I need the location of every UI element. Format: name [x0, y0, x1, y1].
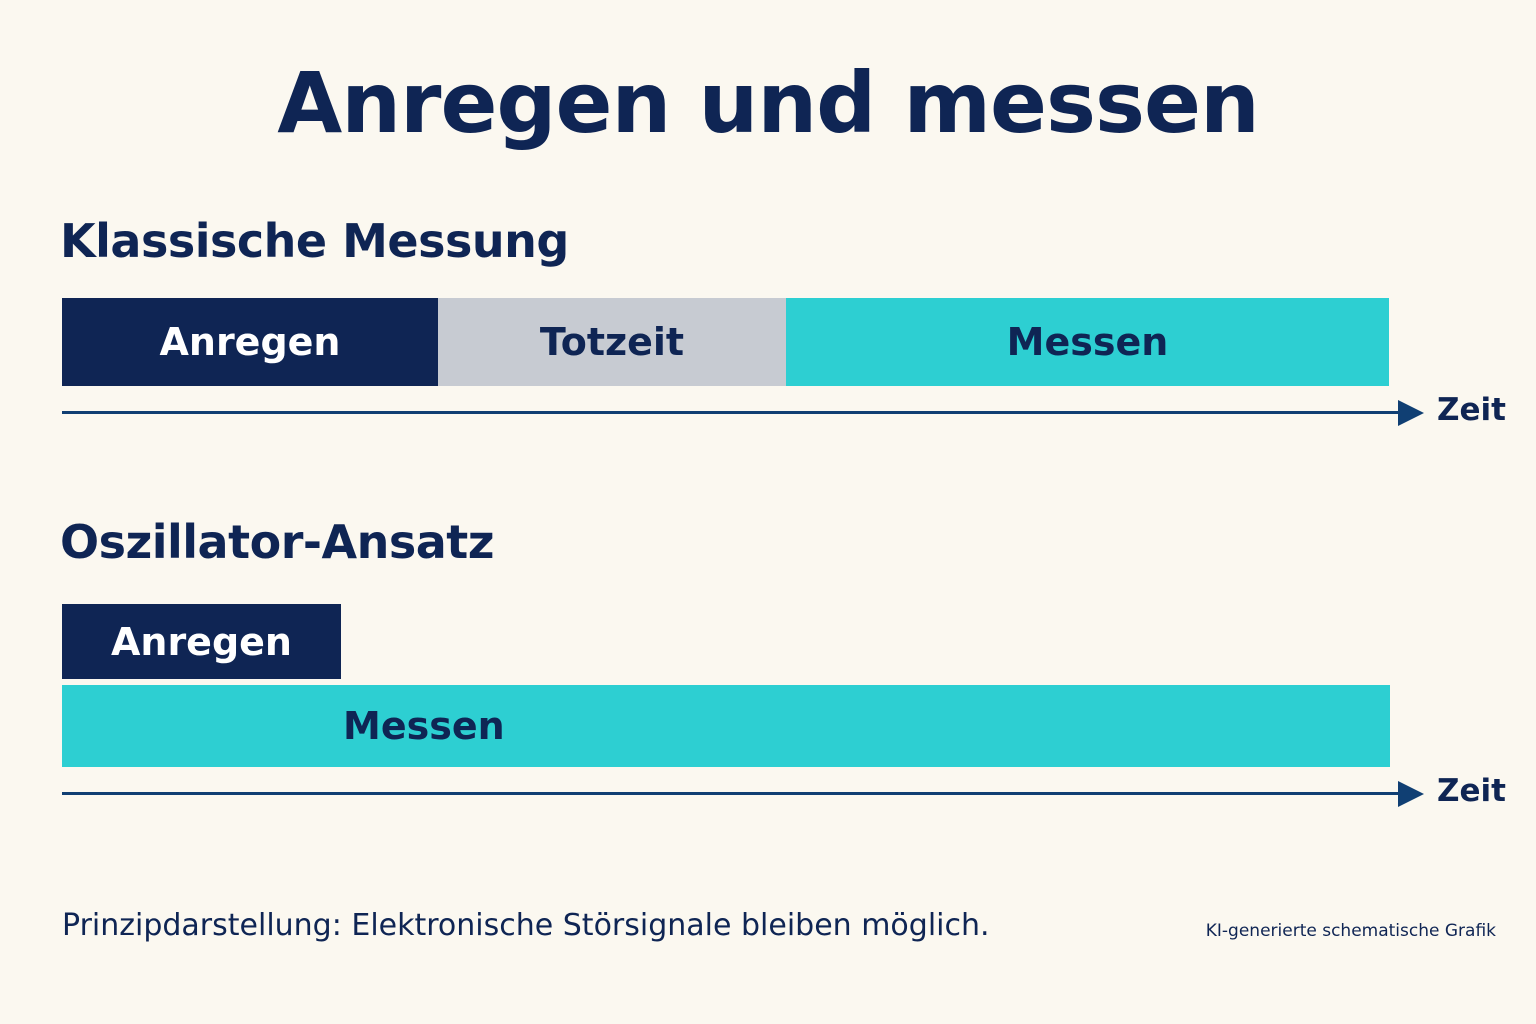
axis-line — [62, 792, 1402, 795]
axis-label-classic: Zeit — [1437, 392, 1506, 428]
block-anregen-oscillator: Anregen — [62, 604, 341, 679]
time-axis-oscillator — [62, 781, 1424, 807]
block-messen-classic: Messen — [786, 298, 1389, 386]
axis-line — [62, 411, 1402, 414]
arrow-right-icon — [1398, 781, 1424, 807]
page-title: Anregen und messen — [277, 54, 1260, 152]
axis-label-oscillator: Zeit — [1437, 773, 1506, 809]
block-totzeit: Totzeit — [438, 298, 786, 386]
credit-note: KI-generierte schematische Grafik — [1205, 921, 1496, 941]
block-anregen-classic: Anregen — [62, 298, 438, 386]
block-label: Anregen — [110, 619, 292, 664]
block-messen-oscillator: Messen — [62, 685, 1390, 767]
section-heading-classic: Klassische Messung — [60, 214, 569, 268]
footnote: Prinzipdarstellung: Elektronische Störsi… — [62, 908, 990, 943]
block-label: Messen — [1006, 320, 1169, 364]
arrow-right-icon — [1398, 400, 1424, 426]
time-axis-classic — [62, 400, 1424, 426]
block-label: Totzeit — [539, 320, 685, 364]
block-label: Anregen — [159, 320, 341, 364]
section-heading-oscillator: Oszillator-Ansatz — [60, 515, 495, 569]
block-label: Messen — [343, 704, 505, 748]
